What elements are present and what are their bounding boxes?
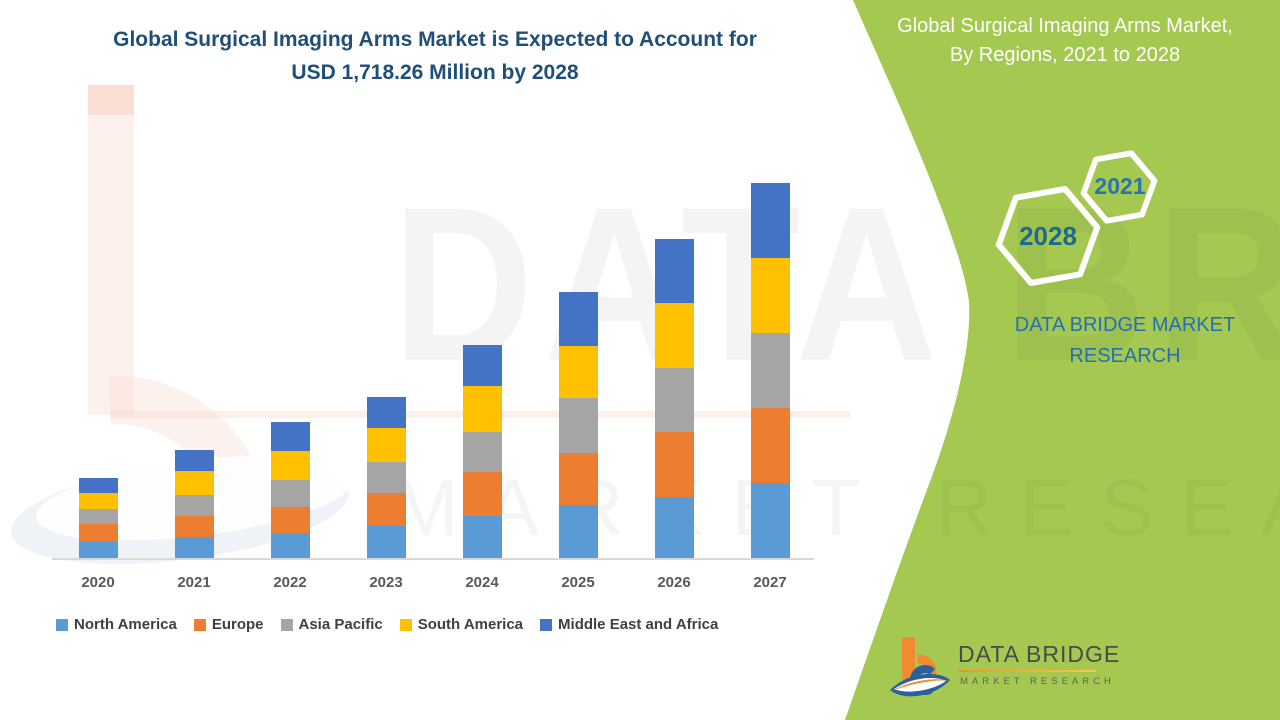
bar-2020-segment-south-america	[79, 493, 118, 509]
bar-2023-segment-europe	[367, 493, 406, 526]
bar-2020	[79, 478, 118, 558]
legend-label-south-america: South America	[417, 616, 524, 633]
legend-item-asia-pacific: Asia Pacific	[280, 616, 383, 633]
bar-2022-segment-asia-pacific	[271, 480, 310, 507]
legend-item-north-america: North America	[56, 616, 177, 633]
bar-2020-segment-europe	[79, 524, 118, 541]
footer-logo-subtitle: MARKET RESEARCH	[960, 676, 1115, 687]
footer-logo-name: DATA BRIDGE	[958, 641, 1121, 667]
legend-swatch-middle-east-africa	[540, 618, 553, 631]
bar-2021-segment-south-america	[175, 471, 214, 495]
bar-2021-segment-north-america	[175, 537, 214, 558]
bar-2026-segment-asia-pacific	[655, 368, 694, 432]
legend-swatch-north-america	[56, 618, 68, 631]
bar-2023-segment-asia-pacific	[367, 462, 406, 493]
bar-2021-segment-middle-east-and-africa	[175, 450, 214, 471]
bar-2027-segment-middle-east-and-africa	[751, 183, 790, 258]
bar-2024-segment-middle-east-and-africa	[463, 345, 502, 386]
bar-2027-segment-europe	[751, 408, 790, 483]
bar-2021	[175, 450, 214, 558]
x-tick-2020: 2020	[81, 574, 115, 591]
bar-2025-segment-europe	[559, 453, 598, 505]
x-tick-2026: 2026	[657, 574, 691, 591]
legend-swatch-south-america	[399, 618, 412, 631]
bar-2025-segment-north-america	[559, 505, 598, 558]
hexagon-2021	[1080, 150, 1158, 224]
legend-label-north-america: North America	[74, 616, 177, 633]
bar-2023	[367, 397, 406, 558]
bar-2025-segment-middle-east-and-africa	[559, 292, 598, 346]
data-bridge-logo-icon	[890, 637, 950, 697]
legend-item-europe: Europe	[193, 616, 264, 633]
footer-logo-rule	[958, 670, 1096, 672]
bar-2022-segment-middle-east-and-africa	[271, 422, 310, 451]
legend-item-middle-east-africa: Middle East and Africa	[540, 616, 718, 633]
hexagons-graphic	[995, 150, 1158, 286]
x-tick-2024: 2024	[465, 574, 499, 591]
bar-2022-segment-north-america	[271, 533, 310, 558]
bar-2021-segment-asia-pacific	[175, 495, 214, 516]
legend-label-asia-pacific: Asia Pacific	[298, 616, 383, 633]
hexagon-2028	[995, 186, 1101, 286]
hexagon-2028-label: 2028	[1019, 221, 1077, 251]
bar-2020-segment-middle-east-and-africa	[79, 478, 118, 493]
bar-2021-segment-europe	[175, 516, 214, 537]
legend-swatch-asia-pacific	[280, 618, 293, 631]
x-tick-2025: 2025	[561, 574, 595, 591]
bar-2024-segment-asia-pacific	[463, 432, 502, 472]
bar-2026-segment-north-america	[655, 497, 694, 558]
bar-2026-segment-south-america	[655, 303, 694, 368]
bar-2026	[655, 239, 694, 558]
bar-2027-segment-asia-pacific	[751, 333, 790, 408]
bar-2026-segment-middle-east-and-africa	[655, 239, 694, 303]
bar-2020-segment-north-america	[79, 541, 118, 558]
panel-brand-text: DATA BRIDGE MARKET RESEARCH	[1014, 314, 1236, 367]
legend-swatch-europe	[193, 618, 206, 631]
bar-2022	[271, 422, 310, 558]
bar-2025	[559, 292, 598, 558]
bar-2025-segment-south-america	[559, 346, 598, 398]
bar-2024-segment-north-america	[463, 516, 502, 558]
bar-2024-segment-europe	[463, 472, 502, 516]
bar-2026-segment-europe	[655, 432, 694, 497]
bar-2023-segment-north-america	[367, 526, 406, 558]
bar-2022-segment-europe	[271, 507, 310, 533]
x-tick-2027: 2027	[753, 574, 787, 591]
chart-title: Global Surgical Imaging Arms Market is E…	[113, 28, 757, 84]
bar-2023-segment-middle-east-and-africa	[367, 397, 406, 428]
x-tick-2022: 2022	[273, 574, 307, 591]
bar-2027	[751, 183, 790, 558]
panel-title: Global Surgical Imaging Arms Market, By …	[897, 15, 1233, 66]
green-panel-shape	[845, 0, 1280, 720]
bar-2025-segment-asia-pacific	[559, 398, 598, 453]
legend: North America Europe Asia Pacific South …	[56, 616, 718, 633]
legend-item-south-america: South America	[399, 616, 524, 633]
legend-label-middle-east-africa: Middle East and Africa	[558, 616, 719, 633]
bar-2022-segment-south-america	[271, 451, 310, 480]
bar-2027-segment-north-america	[751, 483, 790, 558]
x-tick-2021: 2021	[177, 574, 211, 591]
bar-2027-segment-south-america	[751, 258, 790, 333]
bar-2020-segment-asia-pacific	[79, 509, 118, 524]
x-tick-2023: 2023	[369, 574, 403, 591]
legend-label-europe: Europe	[211, 616, 264, 633]
bar-2024	[463, 345, 502, 558]
x-axis-line	[52, 558, 814, 560]
hexagon-2021-label: 2021	[1094, 173, 1146, 199]
bar-2023-segment-south-america	[367, 428, 406, 462]
bar-2024-segment-south-america	[463, 386, 502, 432]
